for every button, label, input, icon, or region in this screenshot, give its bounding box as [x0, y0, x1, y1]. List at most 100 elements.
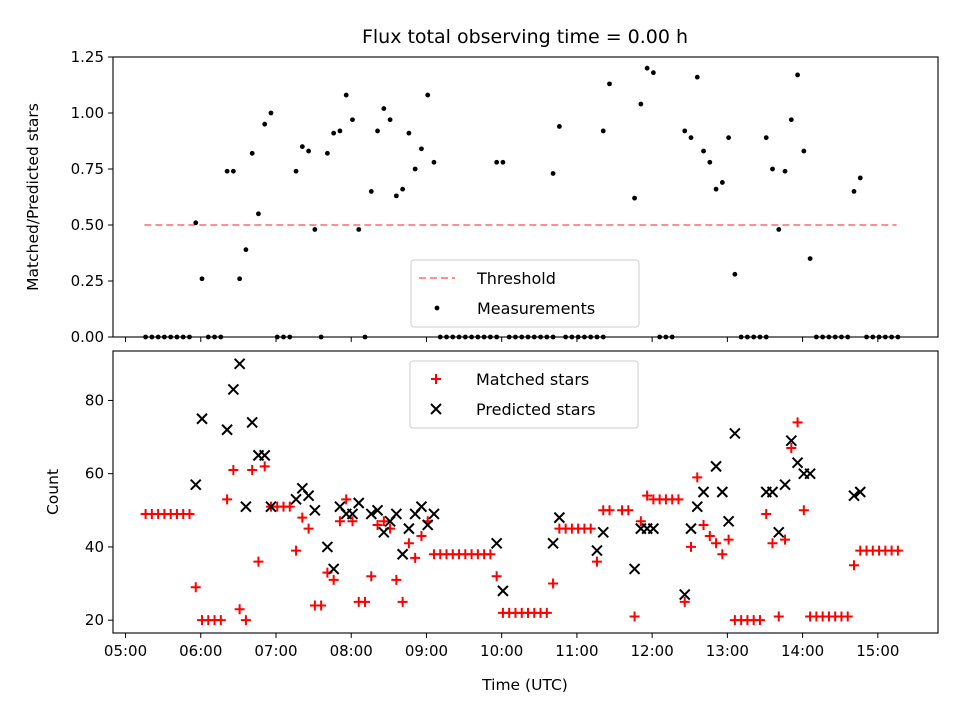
data-point [397, 596, 408, 607]
data-point [732, 271, 738, 277]
data-point [353, 497, 365, 509]
data-point [832, 334, 838, 340]
data-point [594, 334, 600, 340]
data-point [372, 519, 383, 530]
y-tick-label: 20 [85, 611, 104, 629]
data-point [876, 334, 882, 340]
data-point [284, 501, 295, 512]
x-tick-label: 13:00 [706, 642, 749, 660]
data-point [425, 92, 431, 98]
x-tick-label: 09:00 [405, 642, 448, 660]
data-point [259, 449, 271, 462]
data-point [719, 180, 725, 185]
data-point [842, 611, 853, 622]
data-point [224, 168, 230, 174]
x-tick-label: 15:00 [856, 642, 899, 660]
data-point [174, 334, 180, 340]
data-point [303, 523, 314, 534]
top-chart-title: Flux total observing time = 0.00 h [362, 26, 688, 48]
data-point [754, 615, 765, 626]
data-point [848, 489, 860, 502]
x-tick-label: 05:00 [104, 642, 147, 660]
data-point [600, 128, 606, 134]
data-point [237, 276, 243, 282]
data-point [306, 148, 311, 154]
data-point [582, 334, 587, 340]
data-point [444, 334, 449, 340]
data-point [685, 522, 697, 535]
data-point [487, 334, 493, 340]
data-point [403, 522, 415, 535]
data-point [892, 545, 903, 556]
x-tick-label: 08:00 [330, 642, 373, 660]
data-point [281, 334, 286, 340]
data-point [293, 168, 299, 174]
data-point [686, 541, 697, 552]
data-point [710, 460, 722, 473]
top-panel: Flux total observing time = 0.00 h 0.000… [24, 26, 939, 346]
data-point [291, 545, 302, 556]
data-point [259, 461, 270, 472]
data-point [321, 541, 334, 553]
data-point [547, 537, 559, 549]
data-point [786, 443, 797, 454]
data-point [230, 168, 236, 174]
data-point [222, 494, 233, 505]
data-point [327, 563, 340, 575]
data-point [190, 478, 202, 491]
data-point [757, 334, 763, 340]
data-point [265, 500, 277, 513]
data-point [500, 159, 506, 165]
legend-matched-swatch [431, 374, 441, 384]
top-legend: Threshold Measurements [410, 259, 640, 328]
data-point [234, 604, 245, 615]
data-point [199, 276, 205, 282]
data-point [657, 334, 663, 340]
data-point [371, 504, 384, 517]
data-point [698, 519, 709, 530]
data-point [770, 166, 775, 172]
data-point [779, 478, 791, 491]
data-point [462, 334, 468, 340]
data-point [318, 334, 324, 340]
data-point [421, 519, 434, 531]
bottom-panel: 05:00 06:00 07:00 08:00 09:00 10:00 11:00 12:00… [44, 350, 939, 694]
data-point [798, 505, 809, 516]
data-point [240, 500, 252, 513]
x-tick-label: 12:00 [631, 642, 674, 660]
data-point [337, 128, 343, 134]
bottom-legend: Matched stars Predicted stars [409, 360, 639, 429]
data-point [316, 600, 327, 611]
data-point [393, 193, 399, 199]
x-tick-label: 14:00 [781, 642, 824, 660]
data-point [428, 508, 440, 520]
data-point [410, 552, 421, 563]
data-point [773, 526, 785, 538]
data-point [541, 607, 552, 618]
data-point [607, 81, 612, 87]
data-point [701, 148, 706, 154]
data-point [697, 486, 710, 498]
data-point [713, 186, 719, 192]
data-point [481, 334, 487, 340]
data-point [628, 563, 641, 575]
data-point [475, 334, 481, 340]
legend-entry-label: Threshold [476, 269, 556, 288]
data-point [531, 334, 537, 340]
legend-box [409, 360, 639, 429]
data-point [679, 596, 690, 607]
legend-entry-label: Measurements [477, 299, 595, 318]
data-point [820, 334, 826, 340]
data-point [851, 189, 857, 194]
data-point [415, 500, 428, 513]
data-point [773, 611, 784, 622]
data-point [763, 135, 769, 141]
data-point [490, 537, 503, 549]
data-point [722, 515, 735, 528]
data-point [717, 549, 728, 560]
y-tick-label: 0.25 [71, 272, 104, 290]
data-point [221, 424, 233, 436]
data-point [763, 334, 769, 340]
y-tick-label: 0.75 [71, 160, 104, 178]
data-point [745, 334, 750, 340]
